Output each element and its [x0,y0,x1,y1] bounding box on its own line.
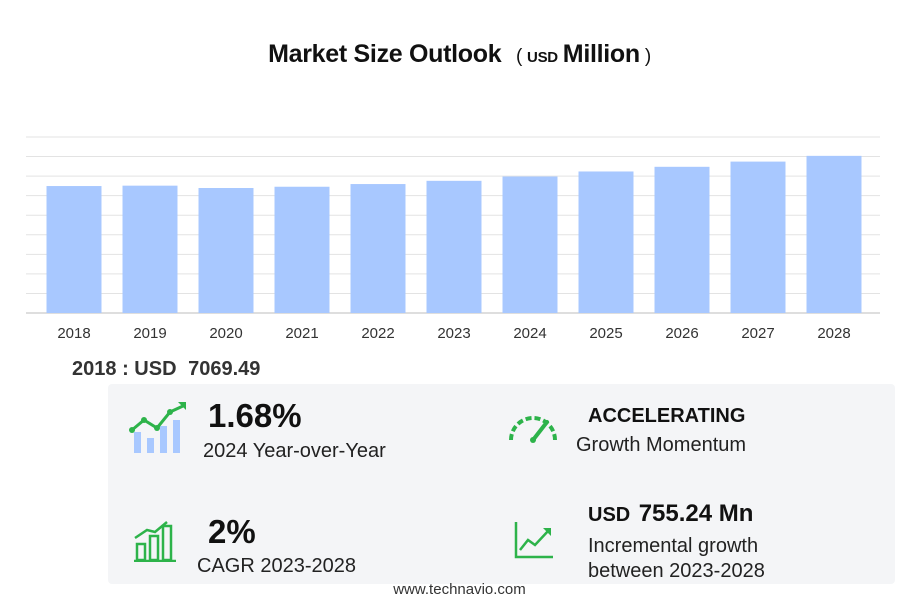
stats-panel [108,384,895,584]
bar-2026 [654,166,710,313]
incremental-amount: 755.24 Mn [638,500,754,527]
bar-2019 [122,185,178,313]
bar-2027 [730,161,786,313]
speedometer-icon [509,416,557,443]
base-year-value: 2018 : USD 7069.49 [72,358,261,380]
incremental-label-2: between 2023-2028 [588,560,765,582]
incremental-value: USD 755.24 Mn [588,500,753,528]
chart-title: Market Size Outlook ( USD Million ) [0,40,919,69]
x-tick-label: 2023 [437,325,470,342]
bar-2018 [46,186,102,313]
bar-chart: 2018 2019 2020 2021 2022 2023 2024 2025 2026 2027… [26,136,880,342]
cagr-value: 2% [208,513,256,550]
x-tick-label: 2027 [741,325,774,342]
bar-2025 [578,171,634,313]
x-tick-label: 2026 [665,325,698,342]
bar-growth-icon [129,402,186,453]
yoy-value: 1.68% [208,397,302,434]
x-tick-label: 2024 [513,325,546,342]
x-tick-label: 2028 [817,325,850,342]
bar-2022 [350,184,406,313]
unit-magnitude: Million [562,40,640,68]
bar-2024 [502,176,558,313]
bar-2023 [426,180,482,313]
incremental-currency: USD [588,504,631,526]
momentum-value: ACCELERATING [588,405,746,427]
bar-chart-icon [134,521,176,562]
title-unit: ( USD Million ) [516,40,651,68]
source-footer: www.technavio.com [393,581,526,598]
momentum-label: Growth Momentum [576,434,747,456]
x-tick-label: 2022 [361,325,394,342]
x-tick-label: 2025 [589,325,622,342]
trend-line-icon [514,522,553,559]
bar-2020 [198,188,254,313]
unit-currency: USD [527,49,558,66]
bar-2028 [806,155,862,313]
yoy-label: 2024 Year-over-Year [203,440,386,462]
x-tick-label: 2020 [209,325,242,342]
cagr-label: CAGR 2023-2028 [197,555,356,577]
bar-2021 [274,186,330,313]
x-tick-label: 2018 [57,325,90,342]
title-text: Market Size Outlook [268,40,502,68]
incremental-label-1: Incremental growth [588,535,759,557]
x-tick-label: 2019 [133,325,166,342]
x-tick-label: 2021 [285,325,318,342]
